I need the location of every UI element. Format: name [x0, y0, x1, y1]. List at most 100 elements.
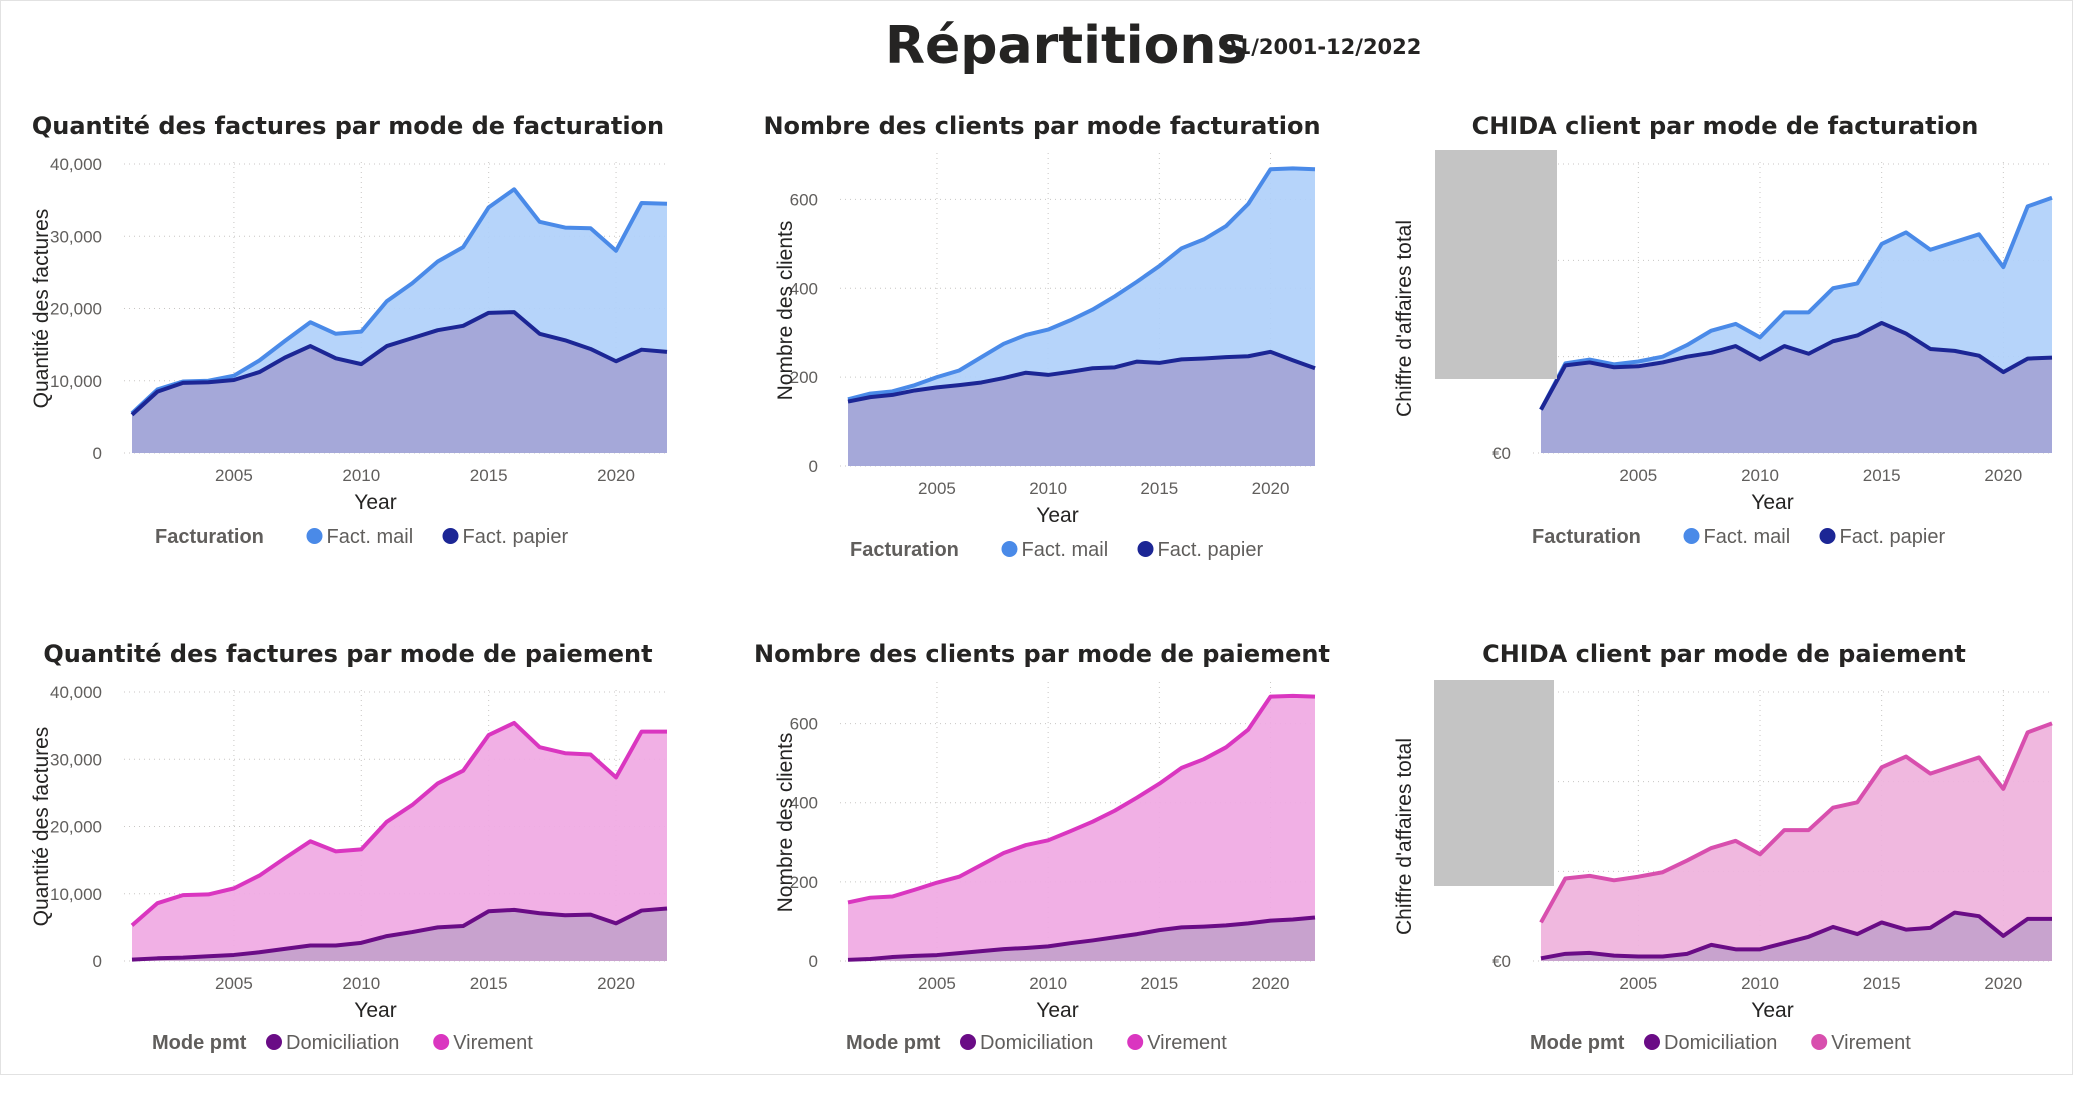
legend-marker[interactable] — [1811, 1034, 1828, 1050]
legend-label[interactable]: Fact. papier — [1158, 539, 1264, 561]
chart-title: Quantité des factures par mode de factur… — [32, 112, 664, 140]
y-tick-label: 200 — [790, 873, 818, 892]
y-tick-label: €0 — [1492, 952, 1511, 971]
line-fact-mail[interactable] — [1539, 195, 2053, 411]
y-tick-label: 30,000 — [50, 227, 102, 246]
line-domiciliation[interactable] — [131, 906, 668, 962]
line-virement[interactable] — [847, 693, 1316, 905]
chart-title: Nombre des clients par mode de paiement — [754, 640, 1330, 668]
legend-label[interactable]: Fact. mail — [327, 526, 414, 548]
line-virement[interactable] — [1539, 721, 2053, 924]
x-tick-label: 2020 — [1252, 974, 1290, 993]
y-tick-label: 20,000 — [50, 300, 102, 319]
line-fact-papier[interactable] — [847, 349, 1316, 404]
legend-label[interactable]: Fact. papier — [463, 526, 569, 548]
chart-qty-invoices-billing[interactable]: Quantité des factures par mode de factur… — [0, 100, 691, 570]
x-axis-title: Year — [354, 999, 396, 1022]
y-axis-title: Quantité des factures — [30, 209, 53, 409]
line-fact-mail[interactable] — [847, 166, 1316, 402]
area-virement[interactable] — [1541, 723, 2052, 961]
legend-label[interactable]: Domiciliation — [980, 1032, 1093, 1054]
x-tick-label: 2005 — [918, 479, 956, 498]
legend-label[interactable]: Fact. papier — [1840, 526, 1946, 548]
x-tick-label: 2005 — [1619, 974, 1657, 993]
chart-clients-payment[interactable]: Nombre des clients par mode de paiement 0… — [700, 628, 1391, 1098]
date-range-label[interactable]: 01/2001-12/2022 — [1222, 35, 1422, 59]
line-domiciliation[interactable] — [847, 915, 1316, 962]
area-virement[interactable] — [132, 722, 667, 961]
chart-qty-invoices-payment[interactable]: Quantité des factures par mode de paieme… — [0, 628, 691, 1098]
x-axis-title: Year — [1036, 999, 1078, 1022]
legend-marker[interactable] — [1137, 541, 1154, 557]
legend-title: Facturation — [850, 539, 959, 561]
line-fact-mail[interactable] — [130, 187, 668, 415]
legend-marker[interactable] — [1001, 541, 1018, 557]
y-tick-label: 0 — [93, 444, 102, 463]
x-tick-label: 2010 — [1741, 974, 1779, 993]
line-virement[interactable] — [130, 720, 667, 927]
y-axis-title: Chiffre d'affaires total — [1393, 220, 1416, 417]
chart-svg: Quantité des factures par mode de paieme… — [30, 640, 668, 1054]
legend-label[interactable]: Domiciliation — [1664, 1032, 1777, 1054]
area-domiciliation[interactable] — [1541, 912, 2052, 961]
report-header: Répartitions 01/2001-12/2022 — [0, 10, 2073, 80]
chart-chida-payment[interactable]: CHIDA client par mode de paiement €0 2005 2… — [1382, 628, 2073, 1098]
x-tick-label: 2005 — [215, 974, 253, 993]
area-fact-papier[interactable] — [132, 312, 667, 453]
legend-marker[interactable] — [960, 1034, 976, 1050]
x-tick-label: 2020 — [1984, 974, 2022, 993]
chart-svg: CHIDA client par mode de facturation €0 20… — [1393, 112, 2053, 548]
legend-marker[interactable] — [306, 528, 323, 544]
y-tick-label: 600 — [790, 715, 818, 734]
y-tick-label: 30,000 — [50, 750, 102, 769]
chart-svg: Nombre des clients par mode facturation 0… — [763, 112, 1320, 561]
y-tick-label: 0 — [809, 457, 818, 476]
chart-svg: CHIDA client par mode de paiement €0 2005 2… — [1393, 640, 2053, 1054]
y-tick-label: 0 — [809, 952, 818, 971]
legend-label[interactable]: Fact. mail — [1704, 526, 1791, 548]
legend-marker[interactable] — [442, 528, 459, 544]
line-fact-papier[interactable] — [1539, 320, 2053, 411]
y-tick-label: 40,000 — [50, 155, 102, 174]
x-tick-label: 2020 — [1984, 466, 2022, 485]
x-axis-title: Year — [1751, 999, 1793, 1022]
legend-marker[interactable] — [433, 1034, 450, 1050]
legend-marker[interactable] — [1127, 1034, 1144, 1050]
page-title: Répartitions — [885, 16, 1248, 76]
legend-label[interactable]: Fact. mail — [1022, 539, 1109, 561]
y-tick-label: 20,000 — [50, 818, 102, 837]
legend-title: Facturation — [155, 526, 264, 548]
legend-label[interactable]: Virement — [1831, 1032, 1911, 1054]
x-tick-label: 2015 — [1140, 479, 1178, 498]
y-tick-label: 400 — [790, 794, 818, 813]
y-tick-label: 40,000 — [50, 683, 102, 702]
x-tick-label: 2005 — [1619, 466, 1657, 485]
legend-marker[interactable] — [266, 1034, 282, 1050]
legend-marker[interactable] — [1683, 528, 1700, 544]
x-tick-label: 2015 — [1140, 974, 1178, 993]
x-axis-title: Year — [354, 491, 396, 514]
legend-marker[interactable] — [1819, 528, 1836, 544]
x-tick-label: 2020 — [597, 974, 635, 993]
area-fact-papier[interactable] — [848, 351, 1315, 466]
legend-title: Mode pmt — [152, 1032, 247, 1054]
legend-label[interactable]: Virement — [1147, 1032, 1227, 1054]
legend-title: Facturation — [1532, 526, 1641, 548]
legend-marker[interactable] — [1644, 1034, 1660, 1050]
x-tick-label: 2010 — [342, 466, 380, 485]
legend-label[interactable]: Virement — [453, 1032, 533, 1054]
line-domiciliation[interactable] — [1540, 910, 2052, 961]
x-tick-label: 2010 — [1029, 974, 1067, 993]
area-fact-papier[interactable] — [1541, 322, 2052, 453]
line-fact-papier[interactable] — [130, 310, 668, 417]
chart-clients-billing[interactable]: Nombre des clients par mode facturation 0… — [700, 100, 1391, 570]
loading-placeholder — [1435, 150, 1557, 379]
chart-title: CHIDA client par mode de paiement — [1482, 640, 1966, 668]
loading-placeholder — [1434, 680, 1554, 886]
chart-chida-billing[interactable]: CHIDA client par mode de facturation €0 20… — [1382, 100, 2073, 570]
legend-label[interactable]: Domiciliation — [286, 1032, 399, 1054]
x-axis-title: Year — [1751, 491, 1793, 514]
chart-title: Quantité des factures par mode de paieme… — [43, 640, 652, 668]
y-tick-label: 200 — [790, 368, 818, 387]
legend-title: Mode pmt — [846, 1032, 941, 1054]
